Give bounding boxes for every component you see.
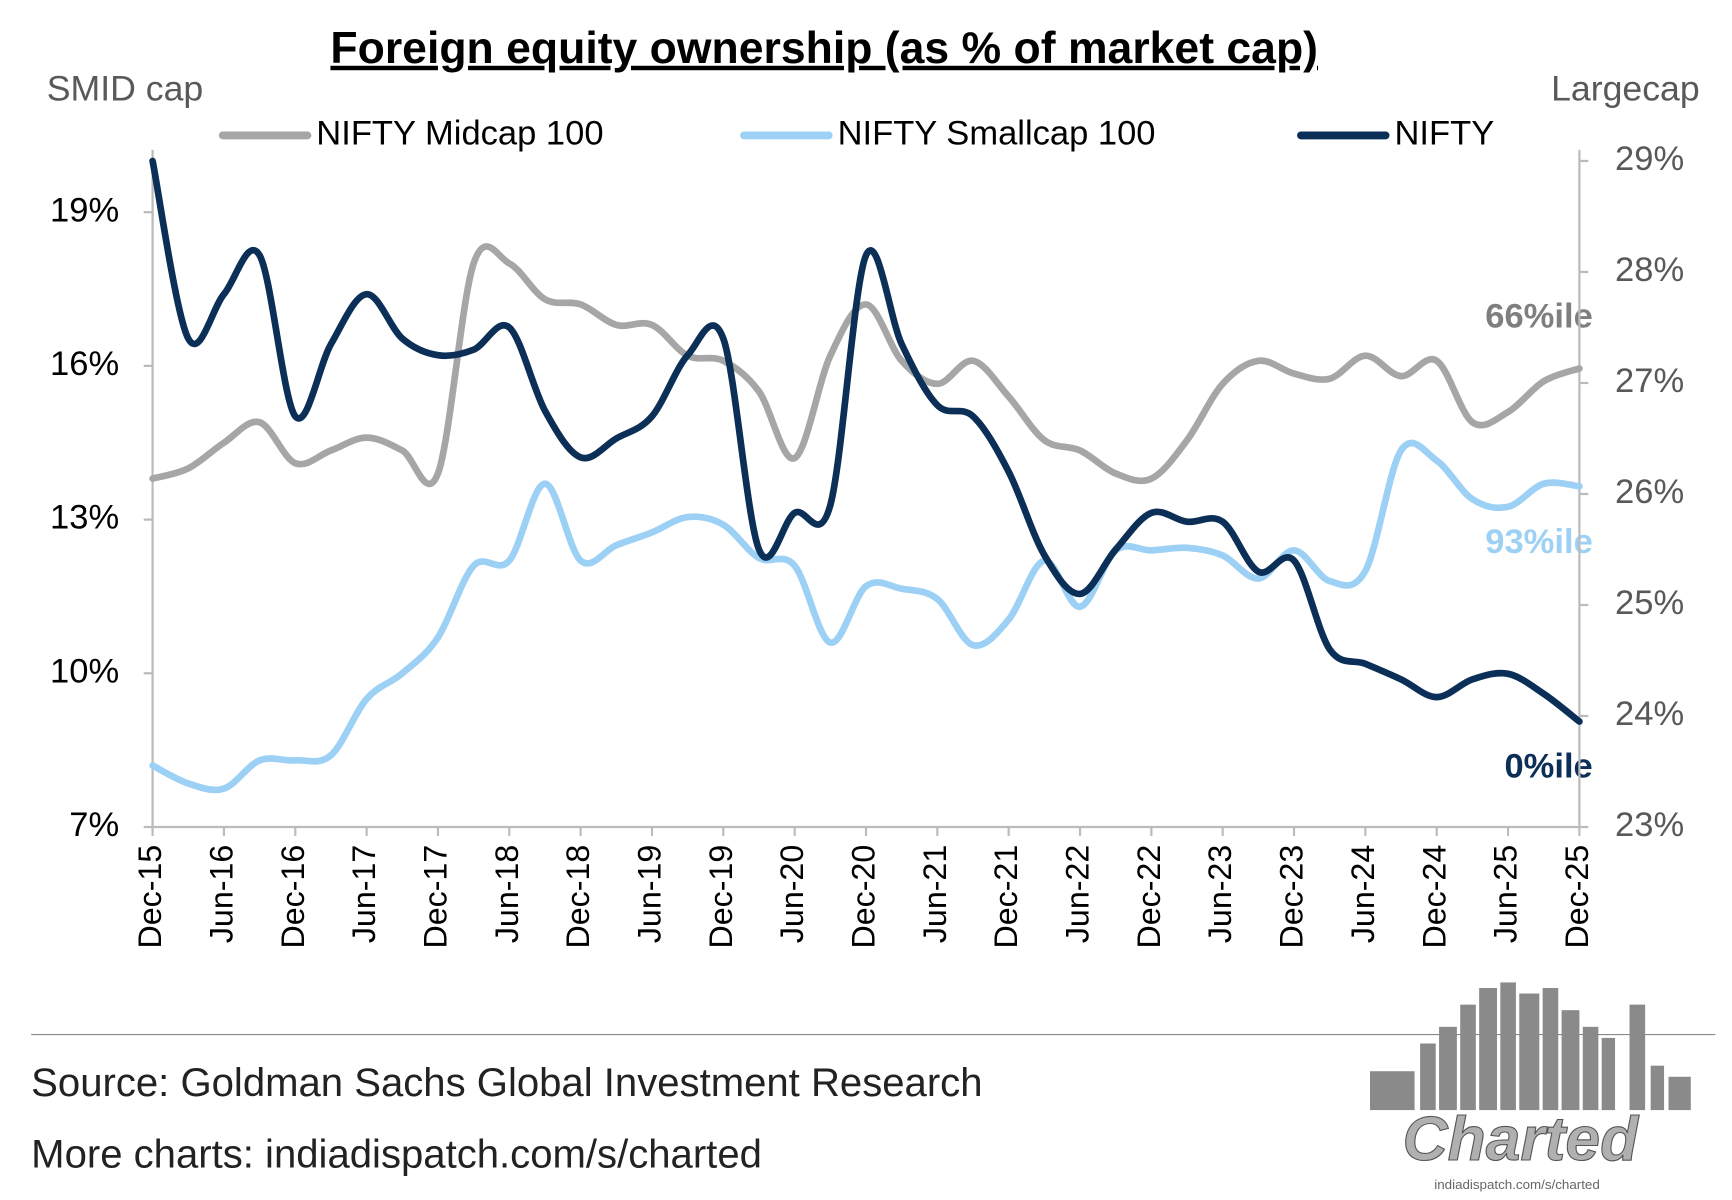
x-tick-label: Jun-18 [489,845,525,943]
x-tick-label: Dec-20 [845,845,881,949]
annotation: 0%ile [1504,747,1592,785]
legend-label: NIFTY Midcap 100 [316,115,603,153]
footer-source: Source: Goldman Sachs Global Investment … [31,1061,982,1105]
legend-label: NIFTY Smallcap 100 [838,115,1156,153]
x-tick-label: Dec-17 [417,845,453,949]
y2-tick-label: 23% [1615,806,1684,844]
footer-more: More charts: indiadispatch.com/s/charted [31,1132,762,1176]
x-tick-label: Jun-16 [203,845,239,943]
y2-tick-label: 28% [1615,251,1684,289]
x-tick-label: Dec-22 [1131,845,1167,949]
x-tick-label: Dec-23 [1274,845,1310,949]
y2-tick-label: 26% [1615,473,1684,511]
y2-tick-label: 25% [1615,584,1684,622]
y-tick-label: 19% [50,191,119,229]
annotation: 66%ile [1485,298,1592,336]
y2-axis-title: Largecap [1551,68,1700,108]
y-tick-label: 13% [50,499,119,537]
x-tick-label: Dec-16 [275,845,311,949]
x-tick-label: Dec-24 [1416,845,1452,949]
x-tick-label: Jun-24 [1345,845,1381,943]
x-tick-label: Jun-23 [1202,845,1238,943]
x-tick-label: Dec-25 [1559,845,1595,949]
annotation: 93%ile [1485,523,1592,561]
y2-tick-label: 27% [1615,362,1684,400]
y-tick-label: 10% [50,652,119,690]
x-tick-label: Dec-21 [988,845,1024,949]
x-tick-label: Jun-20 [774,845,810,943]
series-line [149,439,1583,794]
chart-title: Foreign equity ownership (as % of market… [330,24,1318,73]
x-tick-label: Dec-15 [132,845,168,949]
y-tick-label: 16% [50,345,119,383]
logo-url: indiadispatch.com/s/charted [1434,1177,1599,1192]
x-tick-label: Dec-18 [560,845,596,949]
series-line [149,243,1583,487]
x-tick-label: Jun-22 [1060,845,1096,943]
x-tick-label: Jun-25 [1488,845,1524,943]
legend-label: NIFTY [1395,115,1495,153]
series-line [149,157,1583,725]
x-tick-label: Jun-19 [631,845,667,943]
x-tick-label: Jun-21 [917,845,953,943]
y2-tick-label: 29% [1615,140,1684,178]
x-tick-label: Jun-17 [346,845,382,943]
x-tick-label: Dec-19 [703,845,739,949]
logo-skyline [1370,982,1691,1111]
logo-text: Charted [1403,1105,1641,1174]
y-axis-title: SMID cap [47,68,203,108]
y-tick-label: 7% [69,806,119,844]
y2-tick-label: 24% [1615,695,1684,733]
